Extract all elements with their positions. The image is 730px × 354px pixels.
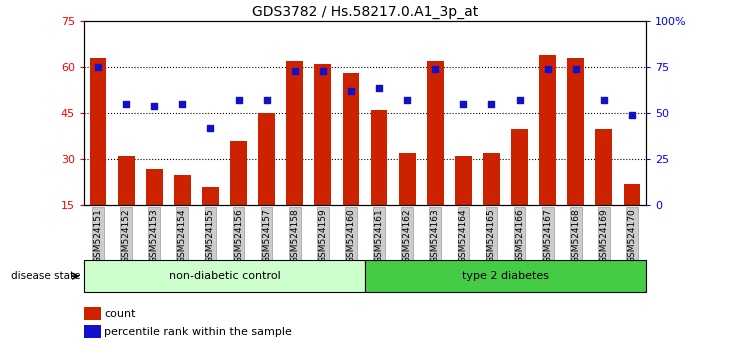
Point: [204, 125, 216, 131]
Point: [177, 101, 188, 107]
Text: non-diabetic control: non-diabetic control: [169, 271, 280, 281]
Text: type 2 diabetes: type 2 diabetes: [462, 271, 549, 281]
Point: [261, 98, 272, 103]
Point: [458, 101, 469, 107]
Point: [233, 98, 245, 103]
Bar: [84, 260, 365, 292]
Bar: [455, 156, 472, 205]
Bar: [258, 113, 275, 205]
Bar: [399, 153, 415, 205]
Bar: [315, 64, 331, 205]
Point: [429, 66, 441, 72]
Point: [317, 68, 328, 74]
Bar: [84, 307, 101, 320]
Point: [598, 98, 610, 103]
Point: [626, 112, 638, 118]
Point: [373, 85, 385, 90]
Text: count: count: [104, 309, 136, 319]
Title: GDS3782 / Hs.58217.0.A1_3p_at: GDS3782 / Hs.58217.0.A1_3p_at: [252, 5, 478, 19]
Bar: [286, 61, 303, 205]
Bar: [427, 61, 444, 205]
Point: [570, 66, 582, 72]
Bar: [146, 169, 163, 205]
Point: [92, 64, 104, 70]
Point: [402, 98, 413, 103]
Point: [485, 101, 497, 107]
Bar: [596, 129, 612, 205]
Bar: [202, 187, 219, 205]
Point: [514, 98, 526, 103]
Text: disease state: disease state: [11, 271, 80, 281]
Text: percentile rank within the sample: percentile rank within the sample: [104, 327, 292, 337]
Bar: [174, 175, 191, 205]
Bar: [539, 55, 556, 205]
Bar: [342, 73, 359, 205]
Bar: [230, 141, 247, 205]
Bar: [371, 110, 388, 205]
Bar: [511, 129, 528, 205]
Point: [120, 101, 132, 107]
Point: [289, 68, 301, 74]
Point: [148, 103, 160, 109]
Bar: [90, 58, 107, 205]
Bar: [567, 58, 584, 205]
Point: [345, 88, 357, 94]
Bar: [623, 184, 640, 205]
Bar: [365, 260, 646, 292]
Bar: [483, 153, 500, 205]
Bar: [84, 325, 101, 338]
Bar: [118, 156, 134, 205]
Point: [542, 66, 553, 72]
